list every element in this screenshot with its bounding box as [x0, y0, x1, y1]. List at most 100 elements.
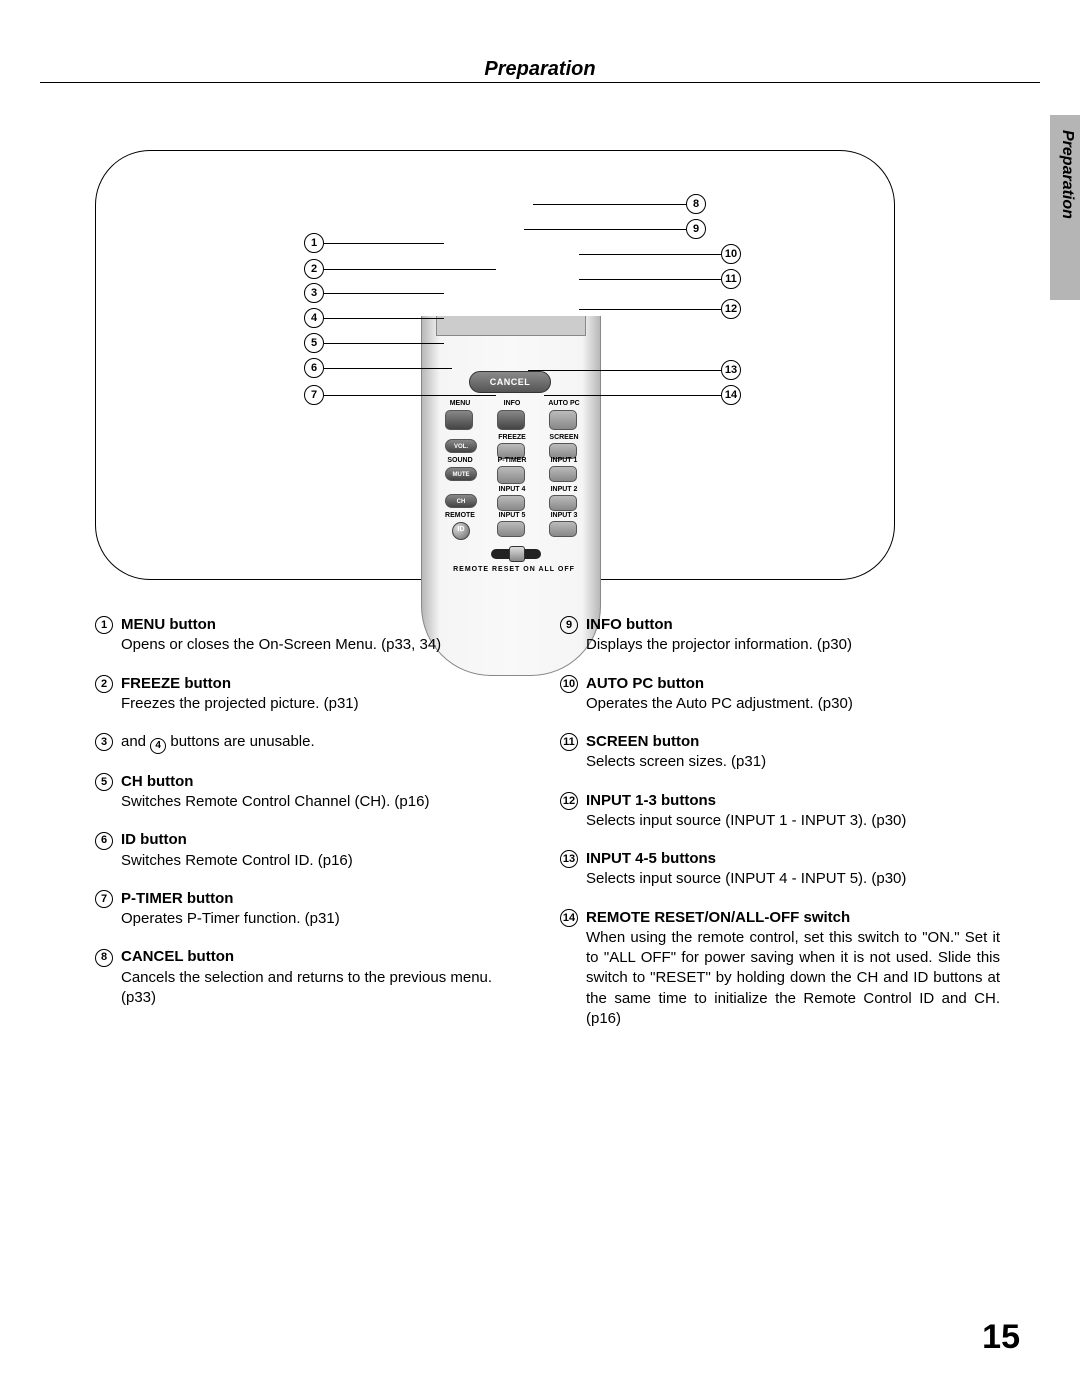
callout-11: 11: [721, 269, 741, 289]
desc-text-12: Selects input source (INPUT 1 - INPUT 3)…: [586, 812, 906, 829]
desc-item-1: 1 MENU button Opens or closes the On-Scre…: [95, 615, 515, 656]
vol-button-label: VOL.: [446, 440, 476, 454]
desc-num-11: 11: [560, 733, 578, 751]
callout-1: 1: [304, 233, 324, 253]
desc-num-10: 10: [560, 675, 578, 693]
menu-button: [445, 410, 473, 430]
leader-5: [324, 343, 444, 344]
leader-9: [524, 229, 686, 230]
input5-button: [497, 521, 525, 537]
info-label: INFO: [497, 400, 527, 407]
mute-button-label: MUTE: [446, 468, 476, 482]
remote-top-inset: [436, 316, 586, 336]
desc-title-5: CH button: [121, 773, 193, 790]
callout-4: 4: [304, 308, 324, 328]
desc-right-column: 9 INFO button Displays the projector info…: [560, 615, 1000, 1047]
desc-text-7: Operates P-Timer function. (p31): [121, 910, 340, 927]
desc-left-column: 1 MENU button Opens or closes the On-Scre…: [95, 615, 515, 1026]
leader-2: [324, 269, 496, 270]
callout-3: 3: [304, 283, 324, 303]
desc-item-34: 3 and 4 buttons are unusable.: [95, 732, 515, 754]
desc-num-4-inline: 4: [150, 738, 166, 754]
leader-10: [579, 254, 721, 255]
leader-13: [528, 370, 721, 371]
desc-num-1: 1: [95, 616, 113, 634]
desc-text-8: Cancels the selection and returns to the…: [121, 969, 492, 1006]
desc-item-7: 7 P-TIMER buttonOperates P-Timer functio…: [95, 889, 515, 930]
callout-5: 5: [304, 333, 324, 353]
desc-item-5: 5 CH button Switches Remote Control Chann…: [95, 772, 515, 813]
section-tab-label: Preparation: [1058, 130, 1076, 219]
desc-text-9: Displays the projector information. (p30…: [586, 636, 852, 653]
info-button: [497, 410, 525, 430]
desc-num-13: 13: [560, 850, 578, 868]
leader-7: [324, 395, 496, 396]
desc-title-12: INPUT 1-3 buttons: [586, 792, 716, 809]
desc-and: and: [121, 733, 150, 750]
desc-text-5: Switches Remote Control Channel (CH). (p…: [121, 793, 429, 810]
callout-14: 14: [721, 385, 741, 405]
leader-8: [533, 204, 686, 205]
desc-title-9: INFO button: [586, 616, 673, 633]
input4-button: [497, 495, 525, 511]
input2-label: INPUT 2: [547, 486, 581, 493]
desc-text-14: When using the remote control, set this …: [586, 929, 1000, 1027]
desc-item-11: 11 SCREEN buttonSelects screen sizes. (p…: [560, 732, 1000, 773]
desc-num-14: 14: [560, 909, 578, 927]
input1-button: [549, 466, 577, 482]
reset-switch-knob: [509, 546, 525, 562]
desc-text-13: Selects input source (INPUT 4 - INPUT 5)…: [586, 870, 906, 887]
desc-text-11: Selects screen sizes. (p31): [586, 753, 766, 770]
desc-item-13: 13 INPUT 4-5 buttons Selects input source…: [560, 849, 1000, 890]
cancel-button: CANCEL: [469, 371, 551, 393]
input5-label: INPUT 5: [495, 512, 529, 519]
remote-label: REMOTE: [443, 512, 477, 519]
ptimer-label: P-TIMER: [495, 457, 529, 464]
ptimer-button: [497, 466, 525, 484]
desc-text-6: Switches Remote Control ID. (p16): [121, 852, 353, 869]
callout-9: 9: [686, 219, 706, 239]
desc-num-3: 3: [95, 733, 113, 751]
id-button-label: ID: [454, 526, 468, 533]
desc-title-7: P-TIMER button: [121, 890, 233, 907]
leader-3: [324, 293, 444, 294]
desc-title-1: MENU button: [121, 616, 216, 633]
ch-button: CH: [445, 494, 477, 508]
desc-title-2: FREEZE button: [121, 675, 231, 692]
callout-2: 2: [304, 259, 324, 279]
callout-6: 6: [304, 358, 324, 378]
desc-text-1: Opens or closes the On-Screen Menu. (p33…: [121, 636, 441, 653]
cancel-button-label: CANCEL: [490, 377, 531, 387]
desc-num-12: 12: [560, 792, 578, 810]
autopc-label: AUTO PC: [547, 400, 581, 407]
screen-label: SCREEN: [547, 434, 581, 441]
autopc-button: [549, 410, 577, 430]
input3-button: [549, 521, 577, 537]
input3-label: INPUT 3: [547, 512, 581, 519]
desc-num-2: 2: [95, 675, 113, 693]
desc-text-10: Operates the Auto PC adjustment. (p30): [586, 695, 853, 712]
desc-num-6: 6: [95, 832, 113, 850]
desc-title-10: AUTO PC button: [586, 675, 704, 692]
remote-figure-frame: CANCEL MENU INFO AUTO PC FREEZE SCREEN V…: [95, 150, 895, 580]
desc-item-14: 14 REMOTE RESET/ON/ALL-OFF switchWhen us…: [560, 908, 1000, 1030]
menu-label: MENU: [445, 400, 475, 407]
desc-title-6: ID button: [121, 831, 187, 848]
desc-item-9: 9 INFO button Displays the projector info…: [560, 615, 1000, 656]
desc-item-2: 2 FREEZE button Freezes the projected pic…: [95, 674, 515, 715]
desc-item-10: 10 AUTO PC button Operates the Auto PC ad…: [560, 674, 1000, 715]
leader-11: [579, 279, 721, 280]
sound-label: SOUND: [443, 457, 477, 464]
freeze-label: FREEZE: [497, 434, 527, 441]
desc-item-6: 6 ID button Switches Remote Control ID. (…: [95, 830, 515, 871]
desc-item-8: 8 CANCEL buttonCancels the selection and…: [95, 947, 515, 1008]
desc-num-9: 9: [560, 616, 578, 634]
desc-text-2: Freezes the projected picture. (p31): [121, 695, 359, 712]
desc-title-8: CANCEL button: [121, 948, 234, 965]
desc-num-5: 5: [95, 773, 113, 791]
page-header-title: Preparation: [0, 58, 1080, 81]
leader-14: [544, 395, 721, 396]
desc-title-13: INPUT 4-5 buttons: [586, 850, 716, 867]
input4-label: INPUT 4: [495, 486, 529, 493]
header-rule: [40, 82, 1040, 83]
